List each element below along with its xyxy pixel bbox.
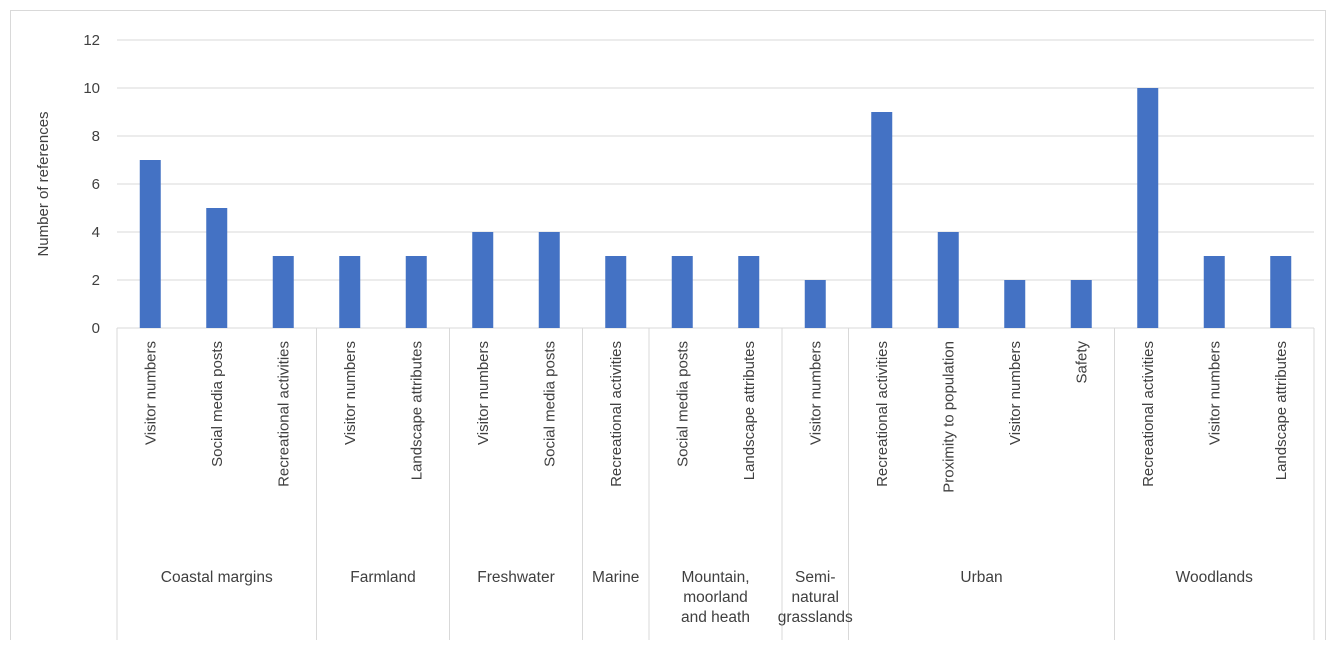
- group-label-5-line-0: Semi-: [795, 569, 835, 586]
- y-tick-label-6: 6: [92, 176, 100, 193]
- group-label-3-line-0: Marine: [592, 569, 639, 586]
- category-label-0-0: Visitor numbers: [142, 341, 159, 445]
- group-label-1-line-0: Farmland: [350, 569, 415, 586]
- bar-4-1: [738, 256, 760, 328]
- group-label-4-line-1: moorland: [683, 589, 748, 606]
- category-label-0-1: Social media posts: [209, 341, 226, 467]
- group-label-4-line-2: and heath: [681, 609, 750, 626]
- category-label-5-0: Visitor numbers: [807, 341, 824, 445]
- category-label-7-1: Visitor numbers: [1206, 341, 1223, 445]
- category-label-7-2: Landscape attributes: [1273, 341, 1290, 480]
- group-label-5-line-1: natural: [792, 589, 839, 606]
- category-label-1-1: Landscape attributes: [408, 341, 425, 480]
- bar-5-0: [804, 280, 826, 328]
- bar-7-1: [1203, 256, 1225, 328]
- y-tick-label-2: 2: [92, 272, 100, 289]
- category-label-2-0: Visitor numbers: [475, 341, 492, 445]
- category-label-6-3: Safety: [1073, 341, 1090, 384]
- group-label-0-line-0: Coastal margins: [161, 569, 273, 586]
- bar-4-0: [671, 256, 693, 328]
- y-tick-label-10: 10: [83, 80, 100, 97]
- bar-6-3: [1070, 280, 1092, 328]
- category-label-7-0: Recreational activities: [1140, 341, 1157, 487]
- group-label-4-line-0: Mountain,: [681, 569, 749, 586]
- bar-0-1: [206, 208, 228, 328]
- category-label-4-0: Social media posts: [674, 341, 691, 467]
- y-tick-label-8: 8: [92, 128, 100, 145]
- bar-2-1: [538, 232, 560, 328]
- group-label-7-line-0: Woodlands: [1176, 569, 1254, 586]
- category-label-6-1: Proximity to population: [940, 341, 957, 493]
- category-label-6-2: Visitor numbers: [1007, 341, 1024, 445]
- bar-7-2: [1270, 256, 1292, 328]
- bar-1-0: [339, 256, 361, 328]
- bar-6-1: [937, 232, 959, 328]
- y-tick-label-4: 4: [92, 224, 100, 241]
- category-label-6-0: Recreational activities: [874, 341, 891, 487]
- category-label-2-1: Social media posts: [541, 341, 558, 467]
- group-label-5-line-2: grasslands: [778, 609, 853, 626]
- y-axis-title: Number of references: [35, 111, 52, 256]
- bar-0-0: [139, 160, 161, 328]
- category-label-1-0: Visitor numbers: [342, 341, 359, 445]
- group-label-2-line-0: Freshwater: [477, 569, 555, 586]
- group-label-6-line-0: Urban: [960, 569, 1002, 586]
- bar-6-2: [1004, 280, 1026, 328]
- y-tick-label-12: 12: [83, 32, 100, 49]
- category-label-0-2: Recreational activities: [275, 341, 292, 487]
- category-label-4-1: Landscape attributes: [741, 341, 758, 480]
- bar-0-2: [272, 256, 294, 328]
- bar-3-0: [605, 256, 627, 328]
- bar-1-1: [405, 256, 427, 328]
- bar-6-0: [871, 112, 893, 328]
- chart-frame: [10, 10, 1326, 640]
- category-label-3-0: Recreational activities: [608, 341, 625, 487]
- bar-7-0: [1137, 88, 1159, 328]
- y-tick-label-0: 0: [92, 320, 100, 337]
- bar-2-0: [472, 232, 494, 328]
